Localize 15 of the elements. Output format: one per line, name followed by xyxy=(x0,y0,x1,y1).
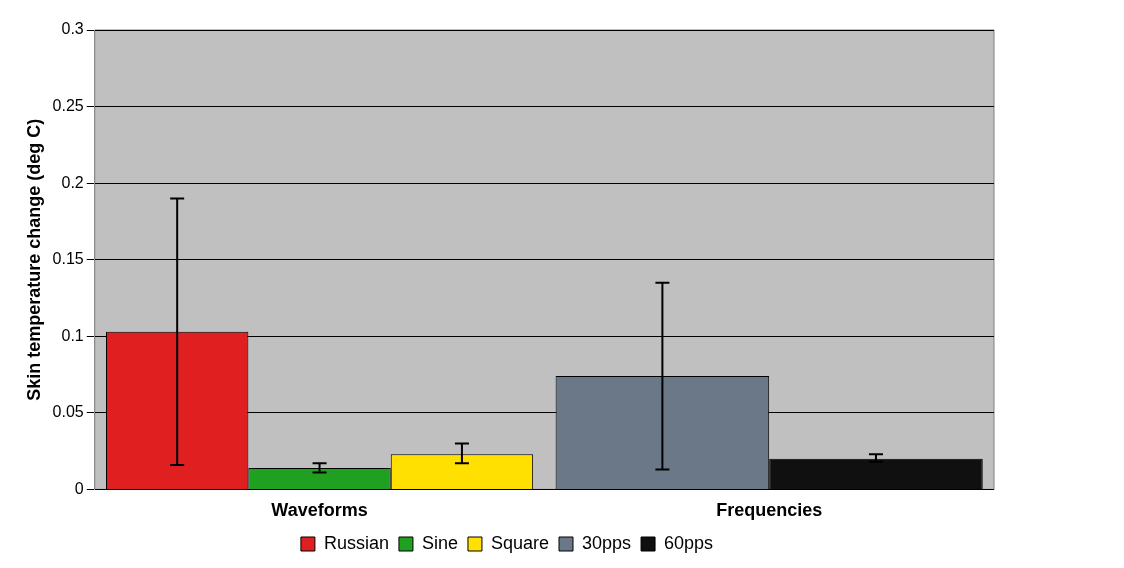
x-tick-label: Frequencies xyxy=(716,500,823,521)
y-tick-label: 0.1 xyxy=(61,326,84,344)
legend-label: Russian xyxy=(323,532,389,553)
y-tick-label: 0.25 xyxy=(52,96,84,114)
y-axis-title: Skin temperature change (deg C) xyxy=(23,118,44,401)
y-tick-label: 0 xyxy=(74,479,84,497)
legend-label: Square xyxy=(490,532,550,553)
legend-label: Sine xyxy=(421,532,458,553)
legend-label: 30pps xyxy=(582,532,632,553)
y-tick-label: 0.15 xyxy=(52,250,84,268)
y-tick-label: 0.05 xyxy=(52,403,84,421)
y-tick-label: 0.3 xyxy=(61,20,84,38)
y-tick-label: 0.2 xyxy=(61,173,84,191)
x-tick-label: Waveforms xyxy=(271,500,368,521)
legend-label: 60pps xyxy=(664,532,714,553)
